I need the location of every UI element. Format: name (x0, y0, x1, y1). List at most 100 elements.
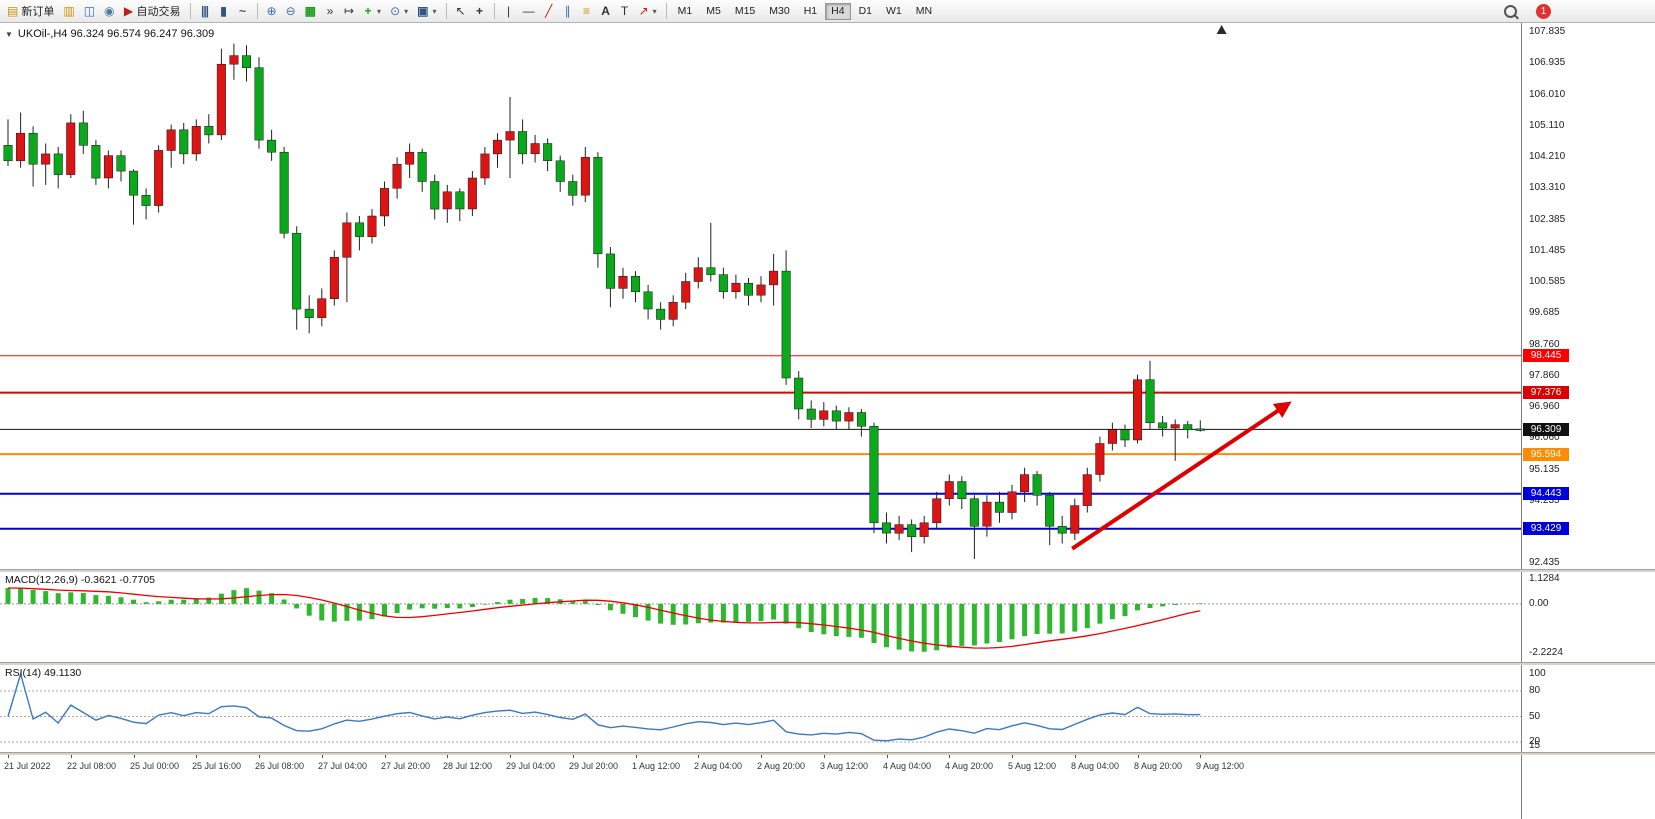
macd-histogram (5, 588, 1203, 652)
price-label: 94.235 (1529, 495, 1560, 506)
toolbar-separator (493, 3, 495, 19)
collapse-icon[interactable]: ▼ (5, 29, 13, 39)
time-label: 4 Aug 04:00 (883, 761, 932, 771)
new-order-button[interactable]: ▤ 新订单 (3, 2, 58, 21)
macd-chart[interactable] (0, 571, 1521, 661)
shapes-button[interactable]: ↗ ▾ (635, 2, 661, 21)
timeframe-button-H1[interactable]: H1 (798, 3, 823, 20)
time-label: 5 Aug 12:00 (1008, 761, 1057, 771)
periods-button[interactable]: ⊙ ▾ (386, 2, 412, 21)
new-order-label: 新订单 (21, 6, 55, 18)
indicators-button[interactable]: + ▾ (359, 2, 385, 21)
autotrading-button[interactable]: ▶ 自动交易 (120, 2, 185, 21)
chart-window: ▼ UKOil-,H4 96.324 96.574 96.247 96.309 … (0, 23, 1655, 819)
rsi-axis-label: 50 (1529, 711, 1541, 722)
trendline-button[interactable]: ╱ (540, 2, 558, 21)
rsi-line (7, 671, 1201, 742)
macd-signal-line (7, 587, 1201, 649)
time-label: 27 Jul 04:00 (318, 761, 368, 771)
price-label: 96.060 (1529, 432, 1560, 443)
chevron-down-icon: ▾ (652, 6, 657, 16)
price-chart[interactable] (0, 23, 1521, 569)
trend-arrow[interactable] (1071, 401, 1292, 551)
profiles-button[interactable]: ▥ (59, 2, 78, 21)
timeframe-button-D1[interactable]: D1 (853, 3, 878, 20)
horizontal-lines[interactable] (0, 355, 1521, 530)
fibonacci-button[interactable]: ≡ (578, 2, 596, 21)
time-tick (8, 754, 9, 758)
timeframe-button-H4[interactable]: H4 (825, 2, 851, 20)
tile-windows-icon: ▦ (304, 4, 316, 18)
chart-shift-button[interactable]: ↦ (340, 2, 358, 21)
candles (3, 43, 1205, 559)
channel-icon: ∥ (564, 4, 571, 18)
time-label: 29 Jul 04:00 (506, 761, 556, 771)
candlestick-chart-button[interactable]: ▮ (215, 2, 233, 21)
price-label: 97.860 (1529, 370, 1560, 381)
chart-shift-icon: ↦ (343, 4, 355, 18)
search-icon (1504, 4, 1517, 18)
line-chart-button[interactable]: ~ (234, 2, 252, 21)
community-button[interactable]: ◫ (80, 2, 99, 21)
price-label: 96.960 (1529, 401, 1560, 412)
price-axis[interactable]: 107.835 106.935 106.010 105.110 104.210 103.3… (1521, 23, 1655, 819)
timeframe-button-W1[interactable]: W1 (880, 3, 908, 20)
timeframe-group: M1 M5 M15 M30 H1 H4 D1 W1 MN (672, 2, 938, 20)
rsi-axis-label: 100 (1529, 668, 1546, 679)
autotrading-label: 自动交易 (136, 6, 181, 18)
rsi-axis-label: 20 (1529, 736, 1541, 747)
panel-splitter[interactable] (0, 662, 1655, 665)
chart-shift-marker[interactable] (1216, 25, 1227, 34)
broadcast-button[interactable]: ◉ (100, 2, 118, 21)
time-tick (1075, 754, 1076, 758)
rsi-levels (0, 690, 1521, 743)
price-label: 101.485 (1529, 245, 1566, 256)
label-icon: T (620, 4, 629, 18)
search-button[interactable] (1500, 2, 1521, 21)
timeframe-button-M5[interactable]: M5 (700, 3, 727, 20)
zoom-out-button[interactable]: ⊖ (282, 2, 300, 21)
time-label: 2 Aug 20:00 (757, 761, 806, 771)
tile-windows-button[interactable]: ▦ (301, 2, 320, 21)
macd-axis-label: 0.00 (1529, 598, 1549, 609)
time-tick (1138, 754, 1139, 758)
cursor-icon: ↖ (455, 4, 466, 18)
toolbar: ▤ 新订单 ▥ ◫ ◉ ▶ 自动交易 ||| ▮ ~ ⊕ ⊖ ▦ » ↦ + ▾… (0, 0, 1655, 23)
panel-splitter[interactable] (0, 569, 1655, 572)
price-tag: 97.376 (1523, 386, 1569, 399)
toolbar-separator (445, 3, 447, 19)
bar-chart-button[interactable]: ||| (196, 2, 214, 21)
template-icon: ▣ (417, 4, 429, 18)
toolbar-separator (189, 3, 191, 19)
time-label: 25 Jul 16:00 (192, 761, 242, 771)
macd-axis-label: 1.1284 (1529, 573, 1560, 584)
add-indicator-icon: + (364, 4, 372, 18)
horizontal-line-button[interactable]: — (519, 2, 539, 21)
cursor-button[interactable]: ↖ (452, 2, 470, 21)
price-label: 106.935 (1529, 57, 1566, 68)
price-label: 105.110 (1529, 120, 1565, 131)
crosshair-icon: + (476, 4, 484, 18)
timeframe-button-M15[interactable]: M15 (729, 3, 761, 20)
crosshair-button[interactable]: + (471, 2, 489, 21)
time-tick (71, 754, 72, 758)
auto-scroll-button[interactable]: » (321, 2, 339, 21)
zoom-in-button[interactable]: ⊕ (263, 2, 281, 21)
vertical-line-button[interactable]: | (500, 2, 518, 21)
notification-badge[interactable]: 1 (1536, 3, 1551, 19)
timeframe-button-M1[interactable]: M1 (672, 3, 699, 20)
text-tool-button[interactable]: A (597, 2, 615, 21)
toolbar-separator (665, 3, 667, 19)
templates-button[interactable]: ▣ ▾ (413, 2, 440, 21)
time-axis[interactable]: 21 Jul 2022 22 Jul 08:00 25 Jul 00:00 25 Ju… (0, 754, 1521, 780)
timeframe-button-MN[interactable]: MN (910, 3, 938, 20)
broadcast-icon: ◉ (104, 4, 115, 18)
channel-button[interactable]: ∥ (559, 2, 577, 21)
chart-title: ▼ UKOil-,H4 96.324 96.574 96.247 96.309 (5, 28, 214, 40)
rsi-chart[interactable] (0, 664, 1521, 752)
price-label: 107.835 (1529, 26, 1566, 37)
time-tick (1012, 754, 1013, 758)
timeframe-button-M30[interactable]: M30 (763, 3, 795, 20)
chart-title-text: UKOil-,H4 96.324 96.574 96.247 96.309 (17, 28, 215, 40)
label-tool-button[interactable]: T (616, 2, 634, 21)
